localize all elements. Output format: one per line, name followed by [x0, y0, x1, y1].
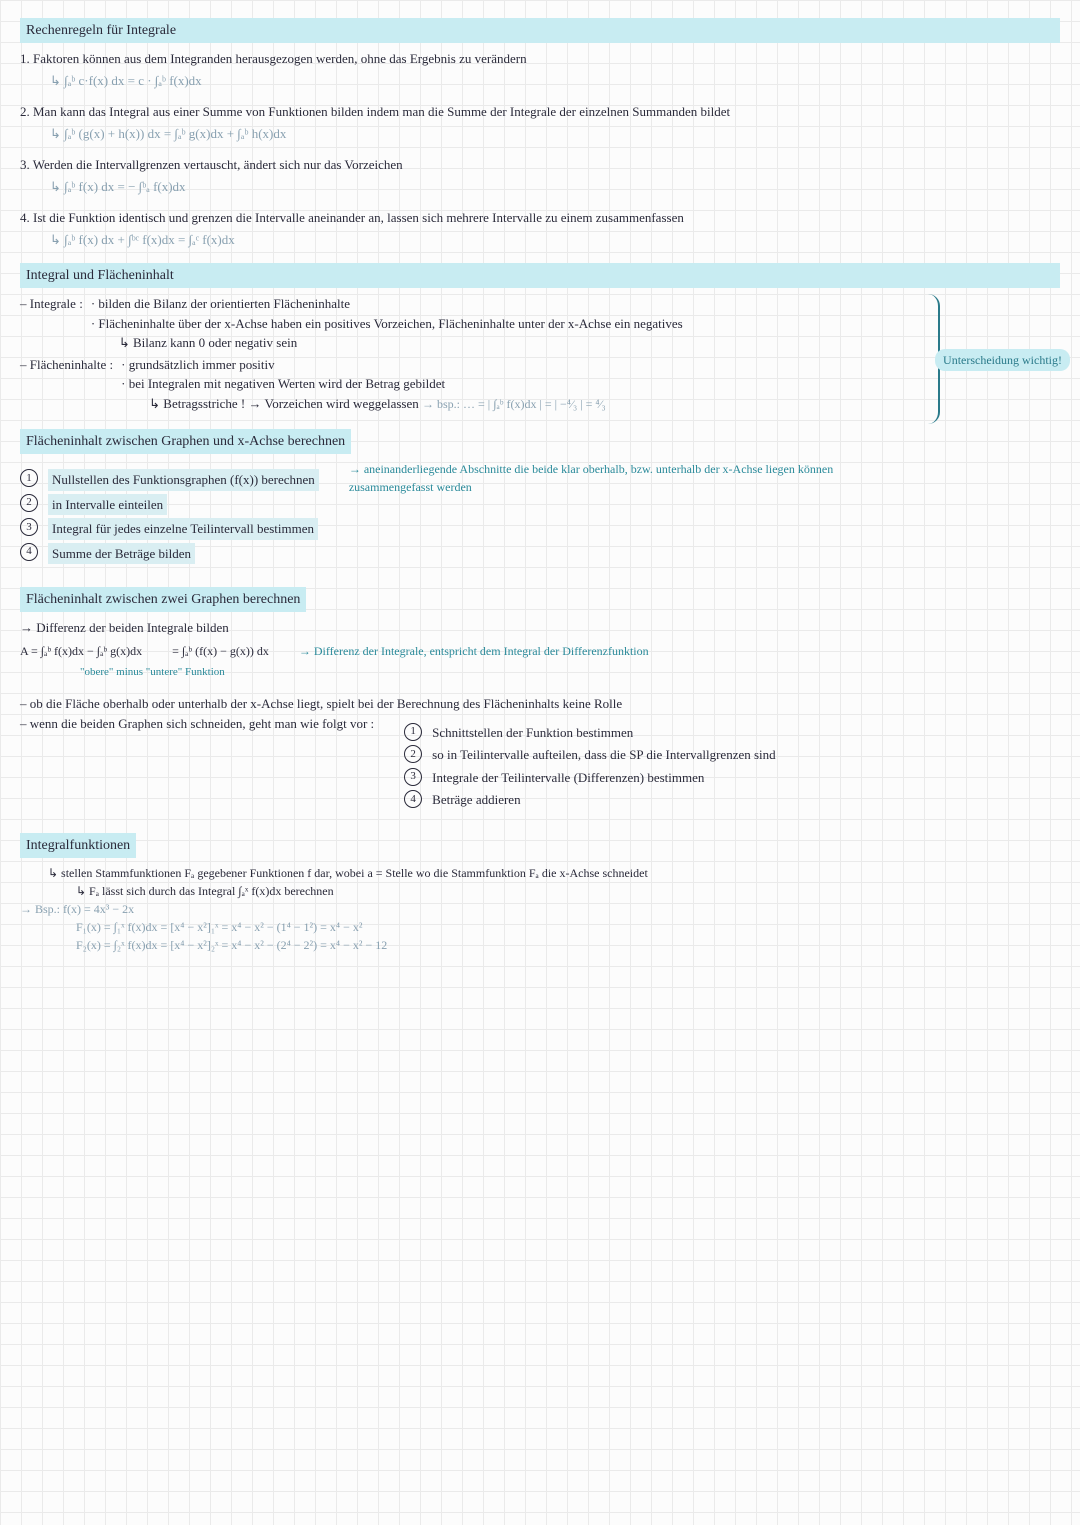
brace-label: Unterscheidung wichtig! [935, 349, 1070, 371]
step-3: Integral für jedes einzelne Teilinterval… [48, 518, 318, 540]
sub-3-num: 3 [404, 768, 422, 786]
rule-1: 1. Faktoren können aus dem Integranden h… [20, 49, 1060, 90]
integral-vs-area-block: – Integrale : · bilden die Bilanz der or… [20, 294, 1060, 413]
rule-3: 3. Werden die Intervallgrenzen vertausch… [20, 155, 1060, 196]
sub-1-num: 1 [404, 723, 422, 741]
section-title-area: Integral und Flächeninhalt [20, 263, 1060, 288]
section-title-intfunc: Integralfunktionen [20, 833, 136, 858]
sub-2-num: 2 [404, 745, 422, 763]
intfunc-bsp: → Bsp.: f(x) = 4x³ − 2x [20, 900, 1060, 918]
intfunc-f2: F₂(x) = ∫₂ˣ f(x)dx = [x⁴ − x²]₂ˣ = x⁴ − … [76, 936, 1060, 954]
rule-1-formula: ↳ ∫ₐᵇ c·f(x) dx = c · ∫ₐᵇ f(x)dx [50, 71, 1060, 91]
sub-2: so in Teilintervalle aufteilen, dass die… [432, 745, 776, 765]
sub-1: Schnittstellen der Funktion bestimmen [432, 723, 633, 743]
rule-2-formula: ↳ ∫ₐᵇ (g(x) + h(x)) dx = ∫ₐᵇ g(x)dx + ∫ₐ… [50, 124, 1060, 144]
xaxis-steps: 1 Nullstellen des Funktionsgraphen (f(x))… [20, 466, 319, 567]
fl-pt3-b: → bsp.: … = | ∫ₐᵇ f(x)dx | = | −⁴⁄₃ | = … [422, 397, 606, 411]
rule-2: 2. Man kann das Integral aus einer Summe… [20, 102, 1060, 143]
twographs-formula-note: → Differenz der Integrale, entspricht de… [299, 642, 649, 660]
rule-3-text: 3. Werden die Intervallgrenzen vertausch… [20, 155, 1060, 175]
step-4-num: 4 [20, 543, 38, 561]
intfunc-f1: F₁(x) = ∫₁ˣ f(x)dx = [x⁴ − x²]₁ˣ = x⁴ − … [76, 918, 1060, 936]
twographs-formula-lhs: A = ∫ₐᵇ f(x)dx − ∫ₐᵇ g(x)dx [20, 642, 142, 660]
section-title-rules: Rechenregeln für Integrale [20, 18, 1060, 43]
intfunc-line1: ↳ stellen Stammfunktionen Fₐ gegebener F… [48, 864, 1060, 882]
xaxis-steps-row: 1 Nullstellen des Funktionsgraphen (f(x))… [20, 460, 1060, 573]
step-2-num: 2 [20, 494, 38, 512]
flaeche-label: – Flächeninhalte : [20, 355, 113, 414]
twographs-substeps: 1 Schnittstellen der Funktion bestimmen 2… [404, 720, 776, 813]
sub-4: Beträge addieren [432, 790, 520, 810]
int-pt1: · bilden die Bilanz der orientierten Flä… [91, 294, 683, 314]
step-4: Summe der Beträge bilden [48, 543, 195, 565]
sub-3: Integrale der Teilintervalle (Differenze… [432, 768, 704, 788]
step-1-num: 1 [20, 469, 38, 487]
twographs-line1: → Differenz der beiden Integrale bilden [20, 618, 1060, 638]
section-title-twographs: Flächeninhalt zwischen zwei Graphen bere… [20, 587, 306, 612]
int-pt2: · Flächeninhalte über der x-Achse haben … [91, 314, 683, 334]
rule-2-text: 2. Man kann das Integral aus einer Summe… [20, 102, 1060, 122]
intfunc-line2: ↳ Fₐ lässt sich durch das Integral ∫ₐˣ f… [76, 882, 1060, 900]
step-2: in Intervalle einteilen [48, 494, 167, 516]
twographs-pt2: – wenn die beiden Graphen sich schneiden… [20, 714, 374, 734]
integrale-label: – Integrale : [20, 294, 83, 353]
int-pt3: ↳ Bilanz kann 0 oder negativ sein [119, 333, 683, 353]
fl-pt3-a: ↳ Betragsstriche ! → Vorzeichen wird weg… [149, 396, 419, 411]
rule-1-text: 1. Faktoren können aus dem Integranden h… [20, 49, 1060, 69]
twographs-formula-rhs: = ∫ₐᵇ (f(x) − g(x)) dx [172, 642, 269, 660]
step-3-num: 3 [20, 518, 38, 536]
fl-pt1: · grundsätzlich immer positiv [121, 355, 606, 375]
twographs-pt1: – ob die Fläche oberhalb oder unterhalb … [20, 694, 1060, 714]
rule-3-formula: ↳ ∫ₐᵇ f(x) dx = − ∫ᵇₐ f(x)dx [50, 177, 1060, 197]
section-title-xaxis: Flächeninhalt zwischen Graphen und x-Ach… [20, 429, 351, 454]
rule-4-formula: ↳ ∫ₐᵇ f(x) dx + ∫ᵇᶜ f(x)dx = ∫ₐᶜ f(x)dx [50, 230, 1060, 250]
rule-4: 4. Ist die Funktion identisch und grenze… [20, 208, 1060, 249]
xaxis-note: → aneinanderliegende Abschnitte die beid… [349, 460, 869, 496]
fl-pt2: · bei Integralen mit negativen Werten wi… [121, 374, 606, 394]
twographs-underlabel: "obere" minus "untere" Funktion [80, 664, 1060, 681]
rule-4-text: 4. Ist die Funktion identisch und grenze… [20, 208, 1060, 228]
sub-4-num: 4 [404, 790, 422, 808]
step-1: Nullstellen des Funktionsgraphen (f(x)) … [48, 469, 319, 491]
